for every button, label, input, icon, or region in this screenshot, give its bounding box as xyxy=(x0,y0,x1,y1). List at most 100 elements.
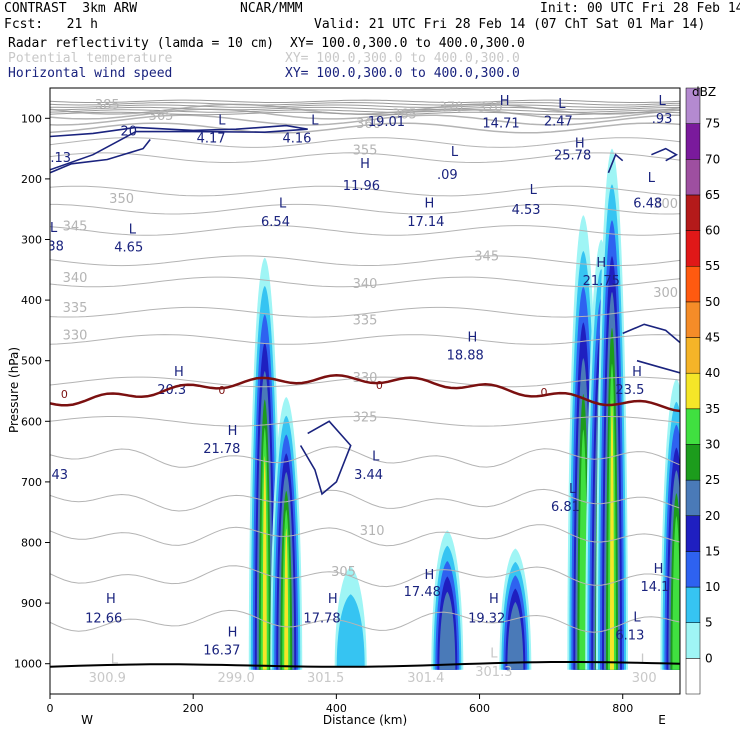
wind-label-32: 21.75 xyxy=(583,274,620,289)
wind-label-34: 18.88 xyxy=(447,348,484,363)
chart-header: CONTRAST 3km ARW Fcst: 21 h NCAR/MMM Ini… xyxy=(0,0,740,88)
theta-label-6: 355 xyxy=(353,144,378,159)
colorbar-swatch-10 xyxy=(685,301,701,338)
x-tick-label-2: 400 xyxy=(326,702,347,715)
surface-label-0: L xyxy=(111,653,119,668)
wind-label-38: 23.5 xyxy=(615,383,644,398)
wind-label-12: .13 xyxy=(50,151,71,166)
echo-0-level-8 xyxy=(262,455,267,670)
model-title: CONTRAST 3km ARW xyxy=(4,1,138,16)
wind-label-35: H xyxy=(174,365,184,380)
wind-label-0: L xyxy=(218,113,226,128)
colorbar-label-12: 60 xyxy=(705,224,720,238)
wind-label-1: 4.17 xyxy=(197,132,226,147)
wind-label-44: L xyxy=(569,482,577,497)
theta-strat-1 xyxy=(50,101,680,106)
x-tick-label-4: 800 xyxy=(612,702,633,715)
plot-frame xyxy=(49,87,681,695)
echo-1-level-8 xyxy=(284,528,289,670)
colorbar-label-4: 20 xyxy=(705,509,720,523)
contour-labels: 385 365 360 365 370 370 355 350 345 345 340 340 335 3… xyxy=(43,94,678,686)
theta-label-18: 305 xyxy=(331,565,356,580)
y-tick-label-9: 1000 xyxy=(14,658,42,671)
wind-label-54: H xyxy=(489,592,499,607)
colorbar-swatch-6 xyxy=(685,444,701,481)
surface-label-4: 301.4 xyxy=(407,671,444,686)
wind-label-6: 14.71 xyxy=(482,116,519,131)
colorbar-label-5: 25 xyxy=(705,473,720,487)
theta-strat-2 xyxy=(50,104,680,108)
wind-label-21: L xyxy=(279,196,287,211)
wind-label-17: H xyxy=(575,136,585,151)
surface-label-3: 301.5 xyxy=(307,671,344,686)
wind-contour-4 xyxy=(607,153,624,174)
colorbar-swatch-8 xyxy=(685,372,701,410)
freezing-level-line xyxy=(50,373,680,413)
wind-label-47: 17.48 xyxy=(404,585,441,600)
theta-label-11: 340 xyxy=(353,277,378,292)
theta-label-13: 335 xyxy=(353,313,378,328)
colorbar-swatch-7 xyxy=(685,408,701,445)
x-axis-west-label: W xyxy=(81,713,93,727)
theta-strat-4 xyxy=(50,109,680,113)
x-tick-label-1: 200 xyxy=(183,702,204,715)
theta-contour-17 xyxy=(50,524,680,547)
wind-label-26: 4.53 xyxy=(512,203,541,218)
wind-label-42: 3.44 xyxy=(354,468,383,483)
wind-label-13: H xyxy=(360,157,370,172)
wind-contour-3 xyxy=(622,323,680,344)
theta-contour-11 xyxy=(50,306,680,318)
theta-contour-13 xyxy=(50,376,680,388)
wind-label-16: .09 xyxy=(437,168,458,183)
surface-label-1: 300.9 xyxy=(89,671,126,686)
wind-label-22: 6.54 xyxy=(261,215,290,230)
colorbar-label-6: 30 xyxy=(705,437,720,451)
echo-7-level-2 xyxy=(336,594,365,667)
colorbar-label-11: 55 xyxy=(705,259,720,273)
wind-label-9: L xyxy=(658,94,666,109)
colorbar-swatch-4 xyxy=(685,515,701,552)
theta-contour-18 xyxy=(50,565,680,588)
wind-label-52: H xyxy=(328,592,338,607)
surface-label-6: 301.3 xyxy=(475,665,512,680)
wind-label-59: 16.37 xyxy=(203,644,240,659)
wind-label-11: 20 xyxy=(120,124,137,139)
colorbar-swatch-9 xyxy=(685,337,701,374)
y-tick-label-4: 500 xyxy=(21,355,42,368)
wind-label-4: 19.01 xyxy=(368,115,405,130)
theta-label-10: 340 xyxy=(63,271,88,286)
wind-label-5: H xyxy=(500,94,510,109)
theta-contour-8 xyxy=(50,225,680,236)
wind-label-33: H xyxy=(467,330,477,345)
wind-label-8: 2.47 xyxy=(544,115,573,130)
theta-label-4: 370 xyxy=(438,101,463,116)
freezing-label-0: 0 xyxy=(61,388,68,401)
theta-label-20: 300 xyxy=(653,197,678,212)
wind-label-58: H xyxy=(228,625,238,640)
wind-label-15: L xyxy=(451,145,459,160)
wind-label-37: H xyxy=(632,365,642,380)
wind-label-3: 4.16 xyxy=(283,132,312,147)
echo-4-level-7 xyxy=(579,429,588,670)
wind-label-49: 14.1 xyxy=(640,580,669,595)
wind-label-51: 12.66 xyxy=(85,611,122,626)
colorbar-swatch-14 xyxy=(685,159,701,196)
wind-label-25: L xyxy=(530,183,538,198)
x-axis-east-label: E xyxy=(658,713,666,727)
theta-label-5: 370 xyxy=(478,101,503,116)
wind-label-53: 17.78 xyxy=(303,611,340,626)
freezing-label-3: 0 xyxy=(540,386,547,399)
theta-contour-7 xyxy=(50,203,680,215)
theta-label-9: 345 xyxy=(474,250,499,265)
colorbar-label-13: 65 xyxy=(705,188,720,202)
wind-label-30: 4.65 xyxy=(114,241,143,256)
wind-label-31: H xyxy=(596,256,606,271)
colorbar-unit: dBZ xyxy=(692,85,716,99)
theta-label-0: 385 xyxy=(95,98,120,113)
theta-contours xyxy=(50,99,680,633)
theta-label-12: 335 xyxy=(63,301,88,316)
field-reflectivity-xy: XY= 100.0,300.0 to 400.0,300.0 xyxy=(290,36,525,51)
wind-label-28: .38 xyxy=(43,239,64,254)
